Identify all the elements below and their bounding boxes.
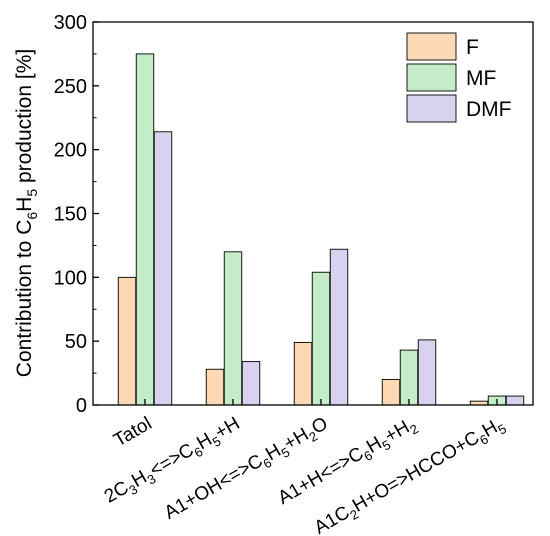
y-axis: 0 50 100 150 200 250 300 (54, 12, 99, 417)
bar-dmf-4 (505, 395, 525, 406)
bar-f-0 (117, 276, 137, 406)
x-category-label-0: Tatol (110, 413, 155, 451)
bar-dmf-3 (417, 339, 437, 406)
y-axis-title: Contribution to C6H5 production [%] (13, 49, 40, 377)
y-tick-label: 200 (54, 140, 87, 162)
legend-swatch-dmf (406, 94, 457, 123)
y-tick-label: 100 (54, 267, 87, 289)
legend-label-f: F (466, 36, 479, 59)
bar-dmf-2 (329, 248, 349, 406)
y-tick-label: 250 (54, 76, 87, 98)
x-axis: Tatol2C3H3<=>C6H5+HA1+OH<=>C6H5+H2OA1+H<… (101, 399, 509, 536)
bar-mf-0 (135, 53, 155, 406)
bar-mf-2 (311, 271, 331, 406)
legend-swatch-mf (406, 63, 457, 92)
y-tick-label: 300 (54, 12, 87, 34)
y-axis-label: Contribution to C6H5 production [%] (13, 49, 40, 377)
bar-f-1 (205, 368, 225, 406)
bar-f-2 (293, 341, 313, 406)
x-category-label-2: A1+OH<=>C6H5+H2O (161, 413, 333, 526)
bar-dmf-0 (153, 131, 173, 406)
bar-dmf-1 (241, 361, 261, 406)
legend-swatch-f (406, 32, 457, 61)
legend: F MF DMF (406, 32, 512, 123)
bar-mf-1 (223, 251, 243, 406)
y-tick-label: 0 (76, 395, 87, 417)
legend-label-dmf: DMF (466, 98, 512, 121)
y-tick-label: 150 (54, 204, 87, 226)
legend-label-mf: MF (466, 67, 496, 90)
bar-f-3 (381, 379, 401, 406)
bars-group (117, 53, 525, 406)
y-tick-label: 50 (65, 331, 87, 353)
bar-mf-3 (399, 349, 419, 406)
